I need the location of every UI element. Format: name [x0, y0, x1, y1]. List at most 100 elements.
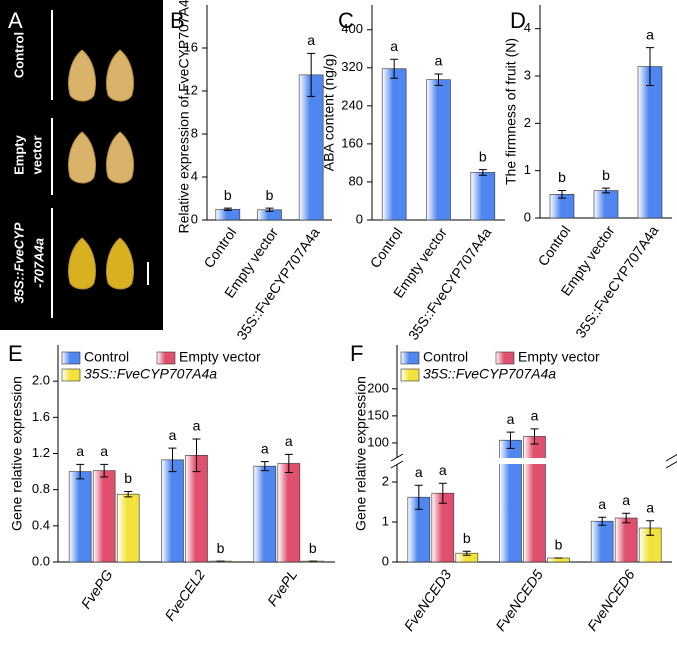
y-tick-label: 0.8 [32, 481, 50, 496]
error-bar [390, 58, 399, 79]
panel-label: B [170, 8, 185, 33]
error-bar [192, 438, 201, 473]
legend-label: 35S::FveCYP707A4a [84, 366, 217, 382]
legend-label: Empty vector [518, 349, 600, 365]
significance-letter: a [193, 418, 201, 434]
y-tick-label: 320 [341, 59, 363, 74]
x-tick-label: 35S::FveCYP707A4a [572, 223, 662, 341]
y-tick-label: 240 [341, 97, 363, 112]
error-bar [100, 463, 109, 478]
legend-label: Empty vector [179, 349, 261, 365]
x-tick-label: FveNCED5 [492, 566, 546, 633]
bar [92, 470, 116, 563]
bar [116, 493, 140, 563]
bar [590, 520, 614, 563]
bar [637, 66, 663, 219]
error-bar [622, 512, 631, 524]
row-dividers [51, 10, 149, 318]
y-tick-label: 0.4 [32, 517, 50, 532]
axis-break-mark [665, 454, 677, 469]
significance-letter: a [390, 38, 398, 54]
row-label: -707A4a [31, 238, 46, 288]
bar [277, 463, 301, 563]
bar [253, 465, 277, 563]
error-bar [558, 190, 566, 199]
significance-letter: b [266, 187, 274, 203]
axis-break-gap [398, 458, 673, 464]
error-bar [265, 207, 274, 212]
y-axis-label: The firmness of fruit (N) [503, 38, 519, 185]
error-bar [223, 207, 232, 211]
error-bar [602, 187, 610, 194]
significance-letter: a [415, 464, 423, 480]
y-tick-label: 0 [191, 211, 198, 226]
x-tick-label: FvePG [78, 567, 116, 612]
panel-label: C [338, 8, 354, 33]
fruits [68, 49, 134, 290]
error-bar [462, 550, 471, 556]
significance-letter: b [479, 148, 487, 164]
y-tick-label: 4 [191, 168, 198, 183]
bar [523, 436, 546, 563]
significance-letter: a [622, 492, 630, 508]
bar [215, 208, 241, 221]
row-label: vector [29, 135, 44, 174]
bar [298, 74, 324, 221]
significance-letter: a [531, 408, 539, 424]
panel-label: E [8, 341, 23, 366]
y-tick-label: 1.6 [32, 409, 50, 424]
error-bar [478, 169, 487, 176]
legend-swatch [400, 351, 420, 365]
error-bar [76, 463, 85, 480]
legend-swatch [156, 351, 176, 365]
y-tick-label: 1 [524, 162, 531, 177]
y-tick-label: 200 [367, 380, 389, 395]
significance-letter: a [76, 443, 84, 459]
significance-letter: a [646, 26, 654, 42]
legend-swatch [495, 351, 515, 365]
y-tick-label: 100 [367, 434, 389, 449]
x-tick-label: Control [534, 223, 573, 269]
y-tick-label: 150 [367, 407, 389, 422]
y-axis-label: Gene relative expression [9, 376, 25, 531]
y-tick-label: 8 [191, 125, 198, 140]
bar [547, 557, 570, 563]
bar [426, 79, 451, 221]
y-tick-label: 12 [184, 82, 198, 97]
row-label: Empty [11, 134, 26, 175]
y-tick-label: 16 [184, 39, 198, 54]
significance-letter: a [261, 440, 269, 456]
significance-letter: a [169, 427, 177, 443]
y-tick-label: 1 [382, 513, 389, 528]
significance-letter: a [646, 500, 654, 516]
error-bar [598, 516, 607, 526]
error-bar [284, 453, 293, 473]
y-axis-label: ABA content (ng/g) [321, 54, 337, 172]
legend-label: Control [423, 349, 468, 365]
bar [614, 517, 638, 563]
y-tick-label: 0 [356, 211, 363, 226]
x-tick-label: FveNCED3 [401, 566, 455, 633]
significance-letter: a [100, 443, 108, 459]
panel-label: D [510, 8, 526, 33]
x-tick-label: 35S::FveCYP707A4a [233, 225, 323, 343]
error-bar [506, 431, 515, 449]
significance-letter: a [435, 53, 443, 69]
y-tick-label: 3 [524, 67, 531, 82]
y-axis-label: Gene relative expression [353, 376, 369, 531]
y-tick-label: 400 [341, 21, 363, 36]
error-bar [124, 490, 133, 498]
x-tick-label: Control [367, 225, 406, 271]
significance-letter: b [124, 470, 132, 486]
significance-letter: b [463, 530, 471, 546]
y-tick-label: 160 [341, 135, 363, 150]
row-label: Control [11, 32, 26, 78]
bar [381, 68, 407, 221]
y-tick-label: 2 [524, 115, 531, 130]
y-tick-label: 0 [524, 209, 531, 224]
row-label: 35S::FveCYP [11, 222, 26, 303]
error-bar [414, 484, 423, 510]
y-tick-label: 2 [382, 473, 389, 488]
error-bar [307, 52, 316, 97]
